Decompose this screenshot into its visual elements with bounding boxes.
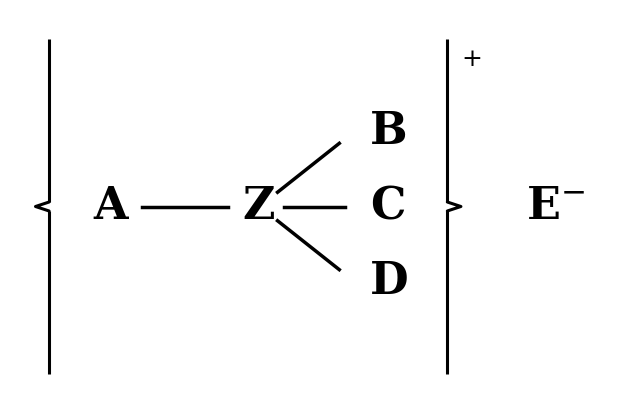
Text: A: A [93, 185, 128, 228]
Text: D: D [370, 260, 409, 304]
Text: C: C [370, 185, 406, 228]
Text: E$^{-}$: E$^{-}$ [526, 185, 585, 228]
Text: Z: Z [243, 185, 275, 228]
Text: B: B [370, 109, 408, 153]
Text: +: + [462, 48, 482, 71]
